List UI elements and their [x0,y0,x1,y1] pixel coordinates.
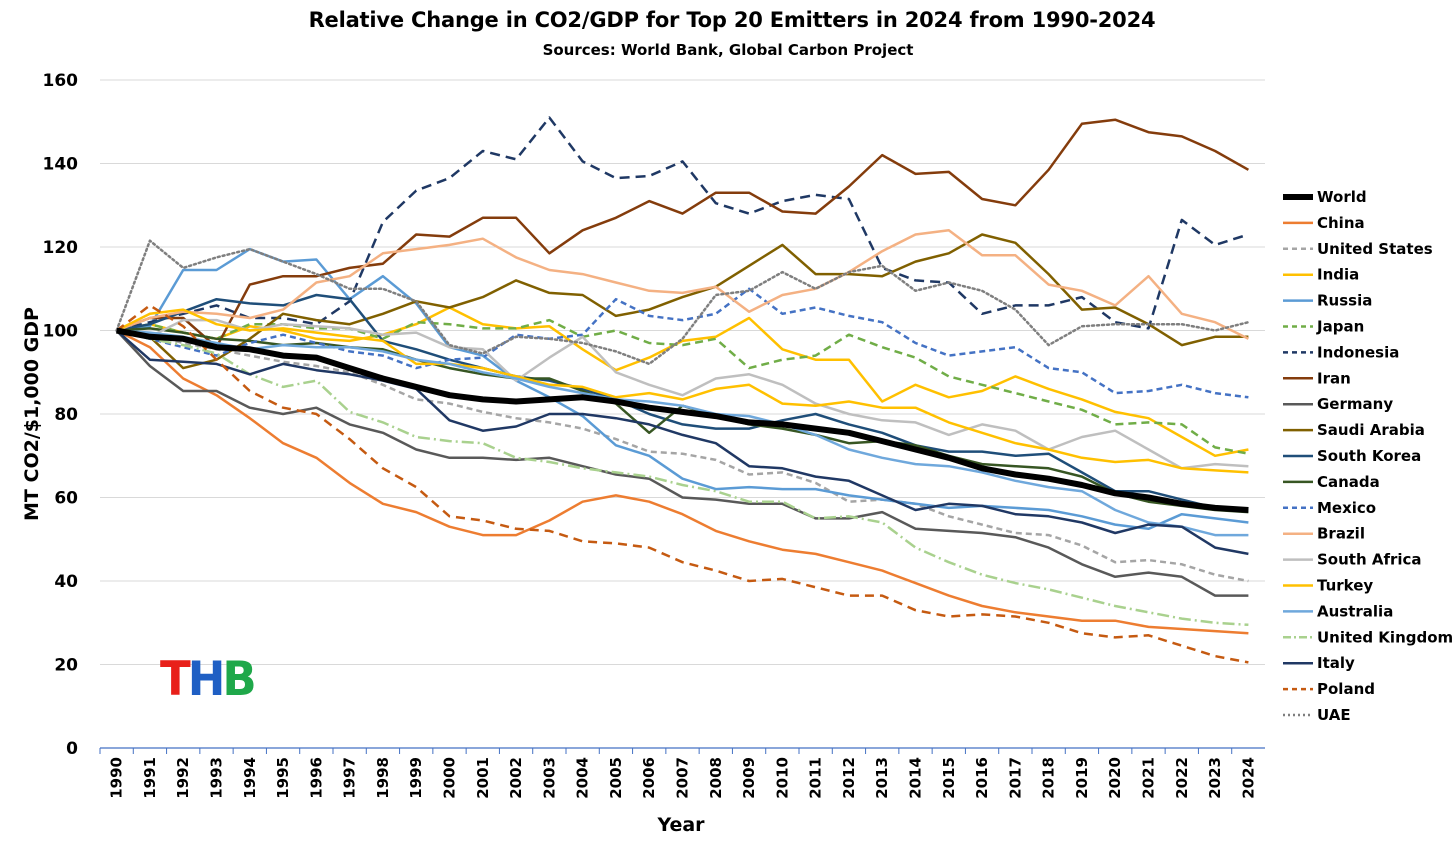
series-line-germany [115,329,1249,597]
x-tick-label: 2023 [1206,757,1224,799]
series-line-united-kingdom [116,329,1249,627]
x-axis-label: Year [656,814,705,836]
y-tick-label: 80 [54,405,78,425]
x-tick-label: 2020 [1106,757,1124,799]
legend-label: Russia [1317,292,1372,310]
x-tick-label: 2006 [640,757,658,799]
legend-label: Saudi Arabia [1317,421,1425,439]
series-line-united-states [116,329,1249,583]
logo-letter: B [222,650,256,707]
series-line-china [116,329,1249,635]
x-tick-label: 1998 [374,757,392,799]
legend: World China United States India Russia Japan I… [1283,188,1453,724]
thb-logo: THB [160,650,257,707]
y-tick-label: 120 [43,238,79,258]
series-line-india [116,306,1249,458]
legend-label: Australia [1317,602,1393,620]
x-tick-label: 1991 [141,757,159,799]
legend-label: Germany [1317,395,1393,413]
legend-label: Turkey [1317,577,1373,595]
x-tick-label: 1993 [208,757,226,799]
x-tick-label: 2022 [1173,757,1191,799]
logo-letter: T [160,650,191,707]
x-tick-label: 1995 [274,757,292,799]
series-line-mexico [116,287,1249,399]
legend-label: Japan [1316,318,1364,336]
x-tick-label: 2007 [674,757,692,799]
y-axis-label: MT CO2/$1,000 GDP [21,307,43,521]
series-line-brazil [116,229,1249,340]
series-line-russia [116,247,1249,531]
legend-label: Canada [1317,473,1380,491]
legend-label: China [1317,214,1365,232]
legend-label: Iran [1317,369,1351,387]
series-line-saudi-arabia [116,233,1249,370]
legend-label: Brazil [1317,525,1365,543]
x-tick-label: 2001 [474,757,492,799]
series-line-australia [116,329,1249,537]
series-line-iran [116,118,1250,349]
legend-label: United States [1317,240,1433,258]
x-tick-label: 1992 [174,757,192,799]
x-tick-label: 2008 [707,757,725,799]
x-tick-label: 2013 [873,757,891,799]
gridlines [100,79,1265,665]
legend-label: World [1317,188,1367,206]
x-tick-label: 2021 [1140,757,1158,799]
x-tick-label: 2012 [840,757,858,799]
series-line-south-africa [116,318,1249,470]
x-tick-label: 1999 [407,757,425,799]
x-tick-label: 2005 [607,757,625,799]
x-tick-label: 2019 [1073,757,1091,799]
legend-label: Indonesia [1317,343,1399,361]
x-tick-label: 2016 [973,757,991,799]
y-tick-label: 60 [54,489,78,509]
x-tick-label: 2002 [507,757,525,799]
series-line-indonesia [116,116,1249,332]
legend-label: UAE [1317,706,1351,724]
legend-label: India [1317,266,1359,284]
series-line-uae [115,239,1250,366]
axes: 0 20 40 60 80 100 120 140 160 1990 1991 1992 1993 199… [43,71,1265,799]
y-tick-label: 140 [43,155,79,175]
x-tick-label: 1996 [307,757,325,799]
x-tick-label: 2015 [940,757,958,799]
series-line-italy [115,329,1249,556]
series-line-world [116,327,1249,513]
legend-label: South Africa [1317,551,1422,569]
x-tick-label: 2024 [1239,757,1257,799]
x-tick-label: 1990 [108,757,126,799]
logo-letter: H [187,650,226,707]
y-tick-label: 160 [43,71,79,91]
x-tick-label: 2009 [740,757,758,799]
x-tick-label: 2004 [574,757,592,799]
legend-label: Mexico [1317,499,1376,517]
series-lines [115,116,1250,664]
series-line-south-korea [116,293,1249,512]
x-tick-label: 2017 [1006,757,1024,799]
x-tick-label: 2018 [1040,757,1058,799]
y-tick-label: 100 [43,322,79,342]
legend-label: Italy [1317,654,1355,672]
x-tick-label: 2003 [540,757,558,799]
y-tick-label: 40 [54,572,78,592]
chart-title: Relative Change in CO2/GDP for Top 20 Em… [308,8,1156,32]
chart-subtitle: Sources: World Bank, Global Carbon Proje… [542,41,914,59]
legend-label: United Kingdom [1317,628,1453,646]
series-line-japan [116,318,1249,455]
x-tick-label: 2000 [441,757,459,799]
y-tick-label: 0 [66,739,78,759]
series-line-poland [115,304,1249,664]
legend-label: South Korea [1317,447,1421,465]
x-tick-label: 1994 [241,757,259,799]
x-tick-label: 2014 [907,757,925,799]
legend-label: Poland [1317,680,1375,698]
x-tick-label: 2010 [773,757,791,799]
series-line-turkey [116,308,1249,474]
x-tick-label: 1997 [341,757,359,799]
y-tick-label: 20 [54,656,78,676]
x-tick-label: 2011 [807,757,825,799]
